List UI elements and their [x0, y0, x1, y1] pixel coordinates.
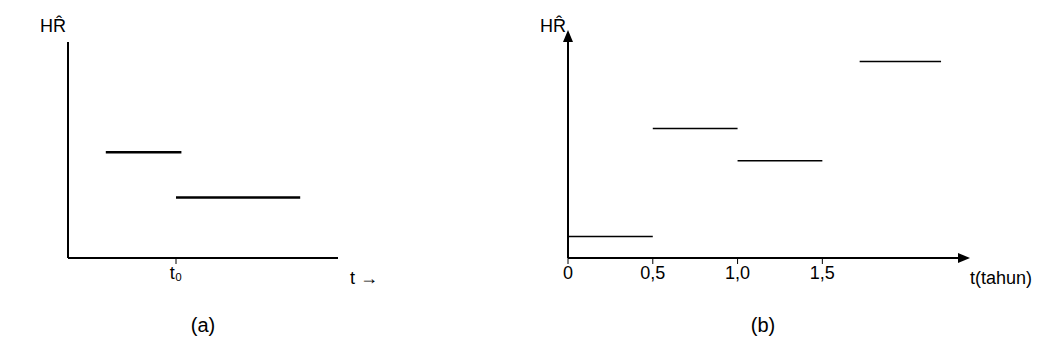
- html-text:(b): (b): [750, 314, 776, 336]
- svg-text:1,0: 1,0: [725, 263, 750, 283]
- svg-text:0,5: 0,5: [640, 263, 665, 283]
- svg-text:t₀: t₀: [170, 263, 182, 283]
- svg-text:t(tahun): t(tahun): [970, 268, 1032, 288]
- svg-text:t →: t →: [350, 268, 378, 288]
- svg-text:HR̂: HR̂: [540, 15, 566, 36]
- svg-text:0: 0: [563, 263, 573, 283]
- html-text:(a): (a): [190, 314, 216, 336]
- svg-text:HR̂: HR̂: [40, 15, 66, 36]
- svg-text:1,5: 1,5: [810, 263, 835, 283]
